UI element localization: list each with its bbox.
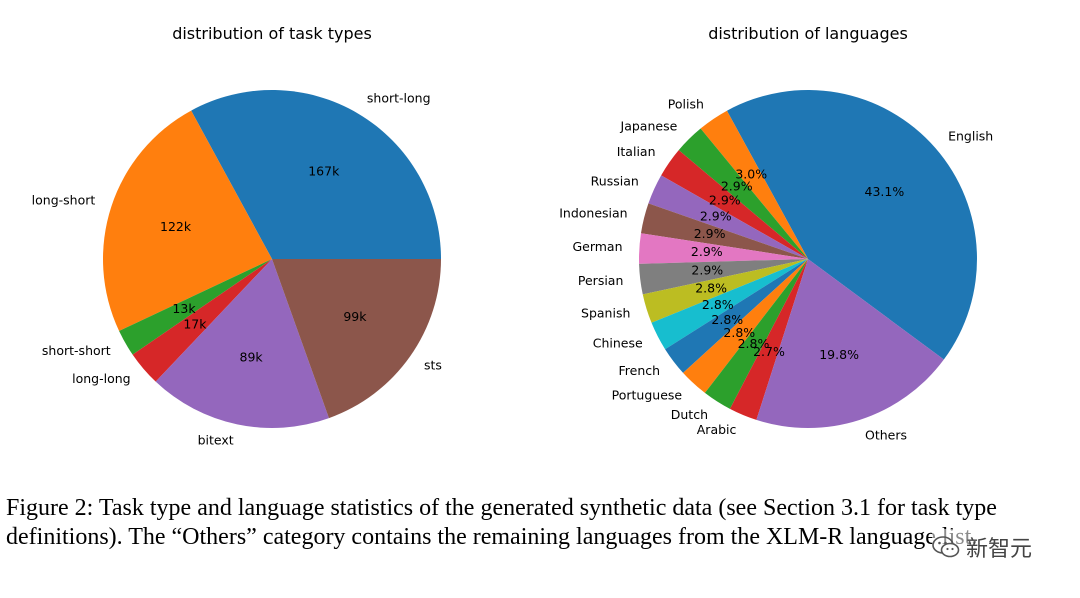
watermark: 新智元 [932, 529, 1072, 565]
pie-slice-spanish [642, 259, 808, 323]
pie-slice-chinese [651, 259, 808, 350]
slice-label: Chinese [593, 336, 643, 351]
slice-value-label: 2.9% [691, 244, 723, 259]
slice-value-label: 43.1% [865, 184, 905, 199]
chart-title: distribution of task types [172, 24, 372, 43]
pie-slice-long-short [102, 110, 273, 331]
watermark-text: 新智元 [966, 537, 1033, 562]
slice-value-label: 99k [343, 309, 367, 324]
chart-title: distribution of languages [708, 24, 908, 43]
pie-slice-polish [700, 110, 808, 260]
pie-slice-portuguese [683, 259, 808, 393]
slice-label: long-long [72, 371, 130, 386]
slice-label: Dutch [671, 407, 708, 422]
slice-label: sts [424, 358, 442, 373]
slice-value-label: 2.9% [700, 209, 732, 224]
slice-label: Others [865, 427, 907, 442]
slice-value-label: 2.9% [709, 193, 741, 208]
slice-value-label: 2.9% [694, 226, 726, 241]
slice-label: Arabic [697, 422, 737, 437]
pie-labels: English 43.1% Polish 3.0% Japanese 2.9% Italia… [559, 97, 993, 443]
slice-label: Japanese [620, 118, 678, 133]
slice-label: Indonesian [559, 206, 627, 221]
slice-label: Spanish [581, 305, 630, 320]
slice-label: Italian [617, 144, 656, 159]
pie-slice-long-long [132, 259, 272, 382]
pie-slice-short-short [119, 259, 272, 355]
pie-slices [102, 89, 441, 428]
slice-value-label: 2.7% [753, 344, 785, 359]
pie-slice-japanese [678, 128, 808, 259]
slice-label: short-long [367, 91, 431, 106]
task-type-pie-chart: distribution of task types short-long 167… [32, 24, 442, 447]
pie-slice-bitext [155, 259, 329, 428]
slice-value-label: 89k [240, 350, 264, 365]
slice-label: German [572, 239, 622, 254]
slice-label: long-short [32, 193, 96, 208]
slice-label: English [948, 128, 993, 143]
slice-value-label: 2.8% [711, 312, 743, 327]
pie-slice-italian [661, 150, 808, 259]
slice-label: Persian [578, 273, 624, 288]
slice-label: short-short [42, 343, 111, 358]
slice-label: French [619, 363, 661, 378]
pie-slice-persian [639, 259, 808, 295]
slice-value-label: 2.8% [738, 336, 770, 351]
slice-value-label: 2.9% [691, 263, 723, 278]
pie-slice-russian [648, 175, 808, 259]
pie-slice-dutch [704, 259, 808, 409]
pie-slice-others [756, 259, 944, 429]
slice-value-label: 167k [308, 163, 340, 178]
slice-label: bitext [198, 432, 234, 447]
language-pie-chart: distribution of languages English 43.1% Po… [559, 24, 993, 442]
slice-label: Portuguese [612, 387, 683, 402]
slice-value-label: 2.9% [721, 178, 753, 193]
pie-slice-indonesian [640, 203, 808, 259]
pie-slice-arabic [729, 259, 808, 420]
pie-slice-sts [272, 259, 441, 419]
slice-value-label: 13k [172, 301, 196, 316]
slice-value-label: 19.8% [819, 347, 859, 362]
slice-value-label: 17k [183, 316, 207, 331]
pie-labels: short-long 167k long-short 122k short-short 1… [32, 91, 442, 448]
figure-charts: distribution of task types short-long 167… [32, 24, 994, 447]
wechat-icon [932, 536, 960, 558]
slice-label: Polish [668, 97, 704, 112]
pie-slice-german [638, 233, 808, 264]
slice-value-label: 122k [160, 219, 192, 234]
pie-slices [638, 90, 977, 429]
slice-label: Russian [591, 174, 639, 189]
slice-value-label: 3.0% [735, 167, 767, 182]
slice-value-label: 2.8% [702, 297, 734, 312]
figure-caption: Figure 2: Task type and language statist… [6, 495, 997, 550]
pie-slice-short-long [191, 89, 441, 259]
pie-slice-french [665, 259, 808, 373]
slice-value-label: 2.8% [723, 325, 755, 340]
pie-slice-english [726, 90, 977, 360]
slice-value-label: 2.8% [695, 280, 727, 295]
